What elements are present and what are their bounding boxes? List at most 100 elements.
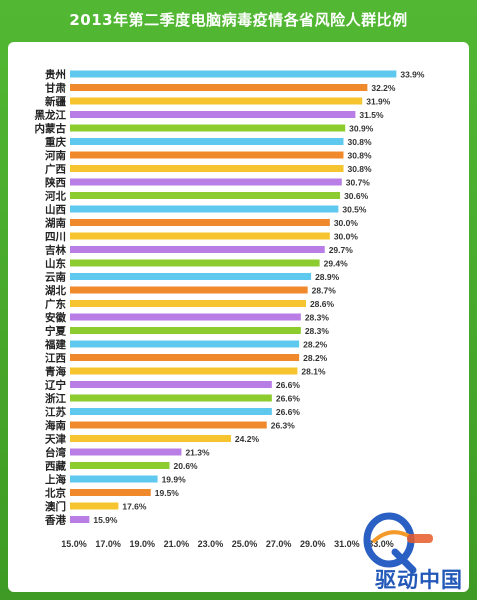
- x-tick-label: 31.0%: [334, 539, 360, 549]
- category-label: 重庆: [45, 136, 66, 149]
- data-label: 15.9%: [93, 515, 118, 525]
- category-label: 广西: [45, 163, 66, 176]
- bar: [70, 97, 363, 105]
- bar: [70, 84, 368, 91]
- x-tick-label: 25.0%: [232, 539, 258, 549]
- bar: [70, 367, 298, 375]
- data-label: 19.9%: [162, 475, 187, 485]
- bar: [70, 138, 344, 145]
- data-label: 28.2%: [303, 340, 328, 350]
- x-tick-label: 17.0%: [95, 539, 121, 549]
- bar: [70, 205, 339, 213]
- bar: [70, 408, 272, 415]
- data-label: 21.3%: [185, 448, 210, 458]
- category-label: 广东: [45, 298, 66, 311]
- x-tick-label: 19.0%: [129, 539, 155, 549]
- category-label: 台湾: [45, 446, 66, 459]
- category-label: 海南: [45, 419, 66, 432]
- data-label: 28.9%: [315, 272, 340, 282]
- category-label: 黑龙江: [35, 109, 67, 122]
- category-label: 内蒙古: [35, 122, 67, 135]
- chart-panel: 贵州 33.9% 甘肃 32.2% 新疆 31.9% 黑龙江 31.5% 内蒙古 30.9% 重庆 3…: [8, 42, 469, 592]
- category-label: 福建: [44, 338, 66, 351]
- bar: [70, 219, 330, 226]
- category-label: 河北: [45, 190, 66, 203]
- bar: [70, 394, 272, 402]
- category-label: 湖北: [45, 284, 66, 297]
- bar: [70, 259, 320, 267]
- category-label: 河南: [45, 149, 66, 162]
- bar: [70, 381, 272, 388]
- bar: [70, 475, 158, 483]
- data-label: 31.9%: [366, 97, 391, 107]
- bar: [70, 516, 90, 523]
- category-label: 澳门: [45, 500, 66, 513]
- data-label: 28.3%: [305, 313, 330, 323]
- category-label: 吉林: [45, 244, 66, 257]
- data-label: 28.6%: [310, 299, 335, 309]
- bar: [70, 448, 182, 456]
- data-label: 17.6%: [122, 502, 147, 512]
- category-label: 天津: [45, 433, 66, 446]
- category-label: 浙江: [45, 392, 66, 405]
- bar: [70, 313, 301, 321]
- category-label: 北京: [45, 487, 66, 500]
- bar: [70, 286, 308, 294]
- chart-title: 2013年第二季度电脑病毒疫情各省风险人群比例: [69, 11, 408, 29]
- data-label: 31.5%: [359, 110, 384, 120]
- data-label: 32.2%: [371, 83, 396, 93]
- category-label: 甘肃: [45, 82, 66, 95]
- bar: [70, 232, 330, 240]
- x-tick-label: 27.0%: [266, 539, 292, 549]
- data-label: 26.6%: [276, 380, 301, 390]
- bar: [70, 124, 346, 132]
- bar: [70, 340, 300, 348]
- category-label: 青海: [45, 365, 66, 378]
- category-label: 江西: [45, 352, 66, 365]
- bar: [70, 192, 341, 199]
- bar: [70, 151, 344, 159]
- data-label: 30.0%: [334, 218, 359, 228]
- category-label: 四川: [45, 231, 66, 243]
- data-label: 30.0%: [334, 232, 359, 242]
- x-tick-label: 33.0%: [368, 539, 394, 549]
- data-label: 30.8%: [347, 164, 372, 174]
- x-tick-label: 15.0%: [61, 539, 87, 549]
- data-label: 26.6%: [276, 407, 301, 417]
- data-label: 20.6%: [174, 461, 199, 471]
- x-tick-label: 29.0%: [300, 539, 326, 549]
- bar: [70, 111, 356, 118]
- category-label: 陕西: [45, 176, 66, 189]
- category-label: 西藏: [45, 460, 66, 473]
- category-label: 安徽: [45, 311, 66, 324]
- bar: [70, 300, 306, 307]
- data-label: 28.7%: [312, 286, 337, 296]
- x-tick-label: 21.0%: [164, 539, 190, 549]
- data-label: 30.5%: [342, 205, 367, 215]
- bar: [70, 462, 170, 469]
- bar-chart: 贵州 33.9% 甘肃 32.2% 新疆 31.9% 黑龙江 31.5% 内蒙古 30.9% 重庆 3…: [35, 68, 425, 549]
- data-label: 30.8%: [347, 137, 372, 147]
- category-label: 香港: [44, 514, 66, 527]
- data-label: 28.2%: [303, 353, 328, 363]
- category-label: 上海: [45, 473, 66, 486]
- data-label: 26.3%: [271, 421, 296, 431]
- data-label: 28.3%: [305, 326, 330, 336]
- bar: [70, 165, 344, 172]
- x-tick-label: 23.0%: [198, 539, 224, 549]
- category-label: 山东: [45, 257, 66, 270]
- category-label: 辽宁: [45, 379, 66, 392]
- data-label: 29.7%: [329, 245, 354, 255]
- bar: [70, 327, 301, 334]
- bar: [70, 489, 151, 496]
- bar: [70, 435, 231, 442]
- data-label: 33.9%: [400, 70, 425, 80]
- category-label: 新疆: [45, 95, 66, 108]
- bar: [70, 246, 325, 253]
- data-label: 19.5%: [155, 488, 180, 498]
- data-label: 30.7%: [346, 178, 371, 188]
- category-label: 江苏: [45, 406, 66, 419]
- bar: [70, 354, 300, 361]
- bar: [70, 502, 119, 510]
